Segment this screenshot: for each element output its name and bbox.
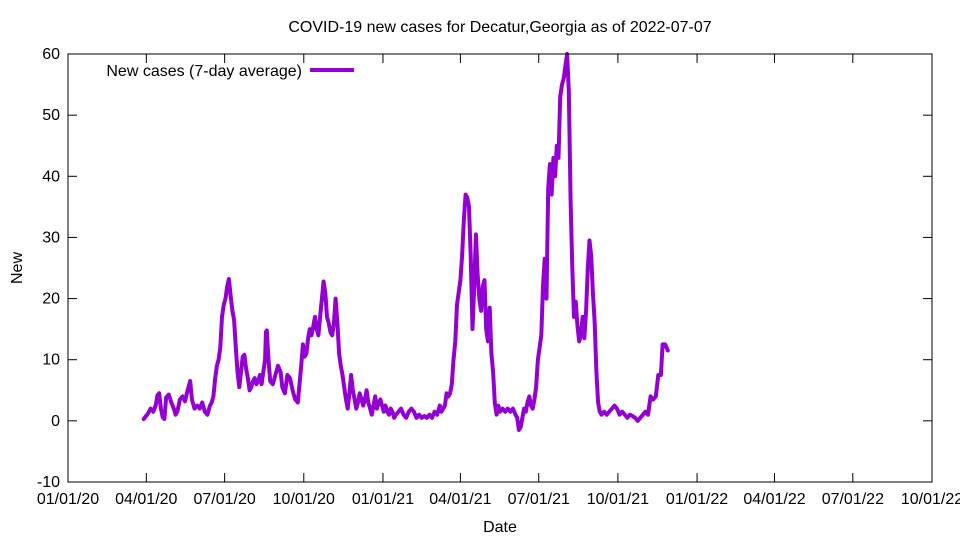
x-tick-label: 07/01/20	[193, 491, 255, 508]
y-axis-label: New	[9, 252, 26, 284]
axis-ticks: -10 0 10 20 30 40 50 60 01/01/20 04/01/20 07/01/20…	[37, 46, 960, 508]
x-tick-label: 04/01/21	[429, 491, 491, 508]
y-tick-label: 0	[51, 413, 60, 430]
x-tick-label: 01/01/22	[666, 491, 728, 508]
x-axis-label: Date	[483, 519, 517, 536]
y-tick-label: -10	[37, 474, 60, 491]
x-tick-label: 01/01/21	[352, 491, 414, 508]
series-layer	[141, 52, 670, 432]
y-tick-label: 60	[42, 46, 60, 63]
chart-title: COVID-19 new cases for Decatur,Georgia a…	[288, 19, 711, 36]
y-tick-label: 10	[42, 352, 60, 369]
y-tick-label: 40	[42, 168, 60, 185]
grid	[67, 53, 933, 483]
x-tick-label: 04/01/20	[115, 491, 177, 508]
plot-frame	[67, 53, 933, 483]
y-tick-label: 50	[42, 107, 60, 124]
y-tick-label: 20	[42, 291, 60, 308]
x-tick-label: 04/01/22	[743, 491, 805, 508]
x-tick-label: 07/01/21	[508, 491, 570, 508]
x-tick-label: 01/01/20	[37, 491, 99, 508]
x-tick-label: 10/01/22	[901, 491, 960, 508]
y-tick-label: 30	[42, 229, 60, 246]
legend-label: New cases (7-day average)	[106, 63, 302, 80]
x-tick-label: 10/01/21	[587, 491, 649, 508]
x-tick-label: 07/01/22	[822, 491, 884, 508]
x-tick-label: 10/01/20	[273, 491, 335, 508]
series-line	[141, 52, 670, 432]
legend: New cases (7-day average)	[106, 63, 354, 80]
